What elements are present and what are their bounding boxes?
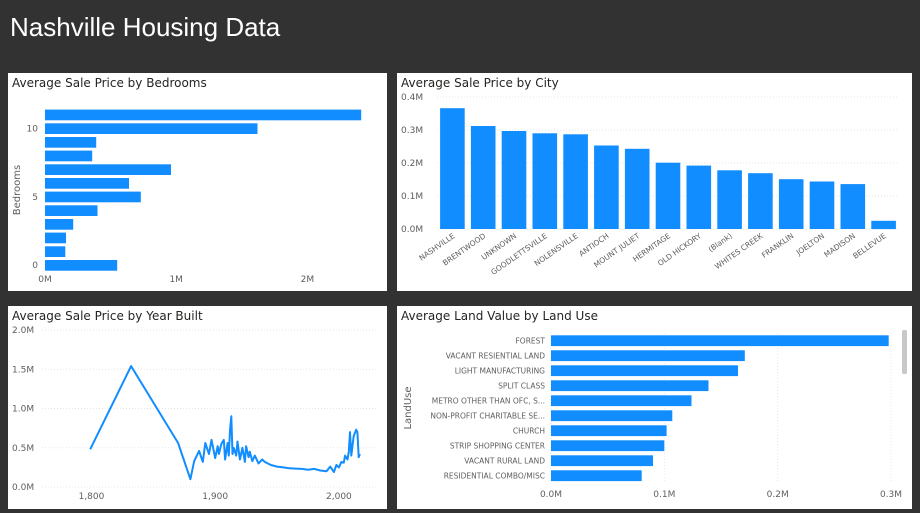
year-chart: 0.0M 0.5M 1.0M 1.5M 2.0M 1,800 1,900 2,000 — [12, 326, 376, 502]
x-tick-label: 1,800 — [79, 492, 105, 502]
chart-card-bedrooms[interactable]: Average Sale Price by Bedrooms 0M 1M 2M 10 5… — [8, 73, 387, 291]
bar — [551, 365, 738, 377]
page-title: Nashville Housing Data — [10, 12, 281, 42]
bar — [45, 137, 97, 148]
bar — [551, 350, 745, 362]
x-tick-label: FRANKLIN — [760, 231, 795, 260]
bar — [45, 191, 141, 203]
y-tick-label: STRIP SHOPPING CENTER — [450, 442, 545, 451]
bar — [551, 440, 665, 452]
x-tick-label: 0.3M — [880, 490, 902, 500]
y-tick-label: 10 — [27, 125, 39, 135]
bar — [45, 246, 66, 257]
series-line — [89, 365, 361, 481]
bar — [45, 232, 66, 244]
chart-card-year[interactable]: Average Sale Price by Year Built 0.0M 0.5… — [8, 306, 387, 509]
y-axis-label: LandUse — [403, 386, 414, 429]
y-tick-label: VACANT RESIENTIAL LAND — [446, 352, 545, 361]
bar — [45, 260, 118, 271]
scrollbar-thumb[interactable] — [902, 330, 907, 374]
y-tick-label: 5 — [32, 193, 38, 203]
y-tick-label: LIGHT MANUFACTURING — [455, 367, 545, 376]
x-tick-label: 2M — [301, 275, 315, 285]
bar — [748, 173, 773, 229]
x-tick-label: 0.2M — [767, 490, 789, 500]
bar — [551, 380, 709, 392]
bar — [470, 126, 496, 229]
y-tick-label: 0 — [32, 261, 38, 271]
city-chart: 0.0M0.1M0.2M0.3M0.4MNASHVILLEBRENTWOODUN… — [401, 93, 899, 277]
bar — [551, 470, 642, 482]
y-tick-label: 0.4M — [401, 93, 423, 103]
bar — [551, 455, 653, 467]
bar — [594, 145, 619, 229]
chart-title: Average Sale Price by Year Built — [12, 309, 203, 323]
y-tick-label: 0.2M — [401, 159, 423, 169]
bar — [717, 170, 742, 229]
chart-card-landuse[interactable]: Average Land Value by Land Use 0.0M 0.1M 0… — [397, 306, 912, 509]
bar — [551, 395, 692, 407]
y-tick-label: METRO OTHER THAN OFC, S... — [432, 397, 545, 406]
chart-title: Average Land Value by Land Use — [401, 309, 598, 323]
bar — [45, 150, 93, 162]
bar — [624, 148, 650, 229]
bar — [871, 220, 896, 230]
bar — [809, 181, 835, 229]
x-tick-label: BELLEVUE — [851, 231, 888, 261]
y-tick-label: 1.0M — [12, 405, 34, 415]
y-tick-label: SPLIT CLASS — [498, 382, 545, 391]
bar — [45, 205, 98, 216]
x-tick-label: 2,000 — [326, 492, 352, 502]
chart-card-city[interactable]: Average Sale Price by City 0.0M 0.1M 0.2M 0… — [397, 73, 912, 291]
bar — [563, 134, 588, 229]
chart-title: Average Sale Price by Bedrooms — [12, 76, 207, 90]
y-tick-label: NON-PROFIT CHARITABLE SE... — [430, 412, 545, 421]
bar — [551, 335, 889, 347]
x-tick-label: 0.0M — [540, 490, 562, 500]
bedrooms-chart: 0M 1M 2M 10 5 0 Bedrooms — [12, 109, 362, 285]
x-tick-label: 1,900 — [202, 492, 228, 502]
y-tick-label: 1.5M — [12, 365, 34, 375]
bar — [655, 162, 681, 229]
chart-title: Average Sale Price by City — [401, 76, 559, 90]
bar — [532, 133, 558, 229]
x-tick-label: JOELTON — [794, 231, 826, 257]
x-tick-label: GOODLETTSVILLE — [489, 231, 549, 277]
bar — [501, 131, 527, 229]
bar — [45, 123, 258, 134]
bar — [45, 219, 74, 230]
bar — [551, 425, 667, 437]
y-tick-label: 0.1M — [401, 192, 423, 202]
bar — [686, 165, 712, 229]
bar — [45, 109, 362, 121]
y-tick-label: CHURCH — [513, 427, 545, 436]
x-tick-label: (Blank) — [707, 231, 734, 254]
y-tick-label: 0.0M — [401, 225, 423, 235]
bar — [551, 410, 673, 422]
landuse-chart: 0.0M 0.1M 0.2M 0.3M FOREST VACANT RESIENTIAL … — [403, 330, 907, 500]
y-axis-label: Bedrooms — [12, 165, 23, 215]
y-tick-label: 0.0M — [12, 483, 34, 493]
y-tick-label: FOREST — [515, 337, 545, 346]
x-tick-label: 1M — [169, 275, 183, 285]
bar — [840, 184, 866, 229]
bar — [45, 178, 129, 189]
y-tick-label: 2.0M — [12, 326, 34, 336]
x-tick-label: 0.1M — [653, 490, 675, 500]
y-tick-label: 0.5M — [12, 444, 34, 454]
bar — [440, 108, 465, 229]
y-tick-label: 0.3M — [401, 126, 423, 136]
x-tick-label: 0M — [38, 275, 52, 285]
bar — [45, 164, 171, 175]
bar — [778, 179, 804, 229]
y-tick-label: VACANT RURAL LAND — [464, 457, 545, 466]
y-tick-label: RESIDENTIAL COMBO/MISC — [444, 472, 545, 481]
